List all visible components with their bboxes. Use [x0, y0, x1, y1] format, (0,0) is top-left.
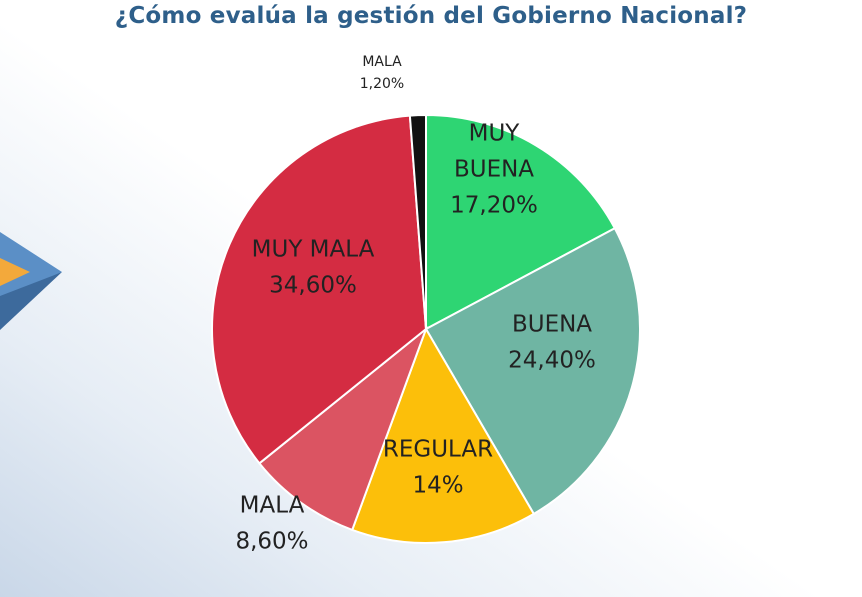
pie-slice-1	[424, 226, 641, 516]
pie-labels: MUY BUENA 17,20% BUENA 24,40% REGULAR 14% MALA 8…	[235, 54, 595, 555]
slice-category-label-0: MUY	[469, 121, 521, 147]
slice-category-label-3: MALA	[240, 493, 305, 519]
pie-slice-3	[258, 325, 429, 532]
slice-category-label-2: REGULAR	[383, 437, 493, 463]
slice-category-label-5: MALA	[362, 54, 402, 70]
slice-category-label-0: BUENA	[454, 157, 534, 183]
pie-slices	[211, 113, 641, 544]
pie-slice-2	[350, 326, 536, 544]
slice-category-label-4: MUY MALA	[252, 237, 375, 263]
logo-shape-accent	[0, 258, 30, 286]
pie-slice-4	[211, 114, 428, 465]
chart-title: ¿Cómo evalúa la gestión del Gobierno Nac…	[114, 3, 748, 29]
slice-value-label-1: 24,40%	[508, 348, 596, 374]
slice-value-label-0: 17,20%	[450, 193, 538, 219]
logo-decoration	[0, 232, 62, 330]
slice-value-label-3: 8,60%	[235, 529, 308, 555]
slice-value-label-5: 1,20%	[360, 76, 404, 92]
slice-value-label-2: 14%	[412, 473, 463, 499]
slice-category-label-1: BUENA	[512, 312, 592, 338]
logo-shape-shadow	[0, 272, 62, 330]
pie-slice-0	[425, 113, 617, 331]
pie-slice-5	[408, 113, 427, 330]
slice-value-label-4: 34,60%	[269, 273, 357, 299]
